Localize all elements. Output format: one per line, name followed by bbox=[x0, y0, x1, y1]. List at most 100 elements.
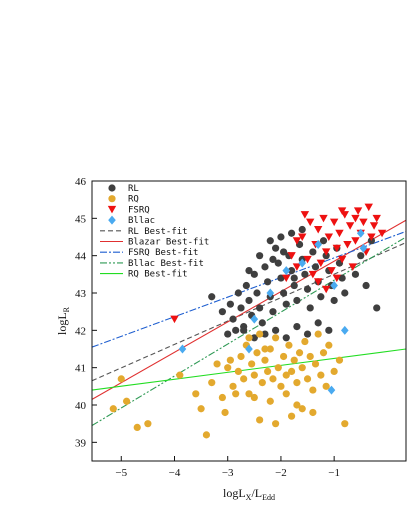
bllac-point bbox=[327, 385, 336, 395]
rq-point bbox=[266, 397, 274, 405]
y-tick-label: 39 bbox=[75, 437, 87, 449]
rl-point bbox=[250, 334, 258, 342]
rq-point bbox=[245, 334, 253, 342]
rq-point bbox=[311, 360, 320, 368]
rl-point bbox=[269, 308, 277, 316]
bllac-point bbox=[282, 266, 291, 276]
rl-point bbox=[237, 304, 245, 312]
fsrq-point bbox=[364, 203, 373, 212]
rl-point bbox=[293, 323, 301, 331]
fsrq-point bbox=[321, 248, 331, 256]
rq-point bbox=[330, 367, 338, 375]
x-tick-label: −2 bbox=[275, 467, 287, 479]
rq-point bbox=[309, 408, 317, 417]
fsrq-point bbox=[319, 214, 328, 223]
rq-point bbox=[285, 341, 293, 349]
rl-point bbox=[282, 334, 290, 342]
y-tick-label: 46 bbox=[75, 176, 87, 188]
fsrq-point bbox=[316, 259, 326, 268]
y-axis-label-sub: R bbox=[62, 306, 71, 312]
rq-point bbox=[256, 330, 264, 338]
x-axis-label-main: logL bbox=[223, 486, 246, 500]
fsrq-point bbox=[306, 218, 315, 227]
rl-point bbox=[325, 326, 333, 334]
rq-point bbox=[176, 371, 184, 379]
rq-point bbox=[192, 390, 200, 398]
y-tick-label: 42 bbox=[75, 325, 86, 337]
fsrq-point bbox=[332, 274, 342, 283]
fsrq-point bbox=[345, 222, 355, 230]
y-tick-label: 45 bbox=[75, 213, 87, 225]
bllac-point bbox=[330, 281, 338, 291]
fsrq-point bbox=[372, 214, 381, 223]
rl-point bbox=[290, 274, 298, 282]
rq-point bbox=[208, 379, 216, 387]
fsrq-point bbox=[287, 252, 296, 260]
rq-point bbox=[290, 356, 298, 364]
rq-point bbox=[250, 371, 258, 379]
fsrq-point bbox=[351, 214, 360, 223]
rq-point bbox=[133, 423, 141, 431]
rq-point bbox=[293, 379, 301, 387]
rl-point bbox=[224, 330, 232, 338]
rl-point bbox=[274, 259, 282, 267]
fsrq-point bbox=[332, 244, 342, 253]
rl-point bbox=[256, 304, 264, 312]
fsrq-point bbox=[377, 229, 387, 238]
rq-point bbox=[248, 360, 256, 368]
rq-point bbox=[226, 356, 234, 364]
y-tick-label: 43 bbox=[75, 288, 87, 300]
rq-point bbox=[282, 371, 290, 379]
rl-point bbox=[282, 300, 290, 308]
fsrq-point bbox=[324, 233, 334, 241]
rl-point bbox=[303, 285, 312, 293]
rq-point bbox=[314, 330, 322, 338]
rl-point bbox=[341, 289, 349, 297]
rq-point bbox=[245, 390, 253, 398]
fsrq-point bbox=[303, 255, 312, 264]
rq-point bbox=[272, 420, 280, 428]
rq-point bbox=[264, 367, 272, 375]
rq-point bbox=[117, 375, 125, 383]
rq-point bbox=[325, 341, 333, 349]
plot-frame bbox=[91, 180, 407, 462]
rq-point bbox=[301, 337, 309, 346]
x-axis-label-sub: X bbox=[246, 493, 252, 502]
legend-label: FSRQ bbox=[128, 205, 150, 215]
legend-label: RL bbox=[128, 184, 139, 194]
fsrq-point bbox=[329, 218, 339, 227]
x-tick-label: −3 bbox=[222, 467, 234, 479]
legend-marker-rl bbox=[108, 184, 116, 192]
x-tick-label: −1 bbox=[328, 467, 340, 479]
rl-point bbox=[314, 319, 322, 327]
rl-point bbox=[319, 237, 328, 245]
fit-line bbox=[92, 348, 406, 391]
rq-point bbox=[341, 420, 349, 428]
fsrq-point bbox=[367, 233, 376, 241]
y-tick-label: 41 bbox=[75, 363, 86, 375]
fsrq-point bbox=[337, 255, 347, 264]
fsrq-point bbox=[292, 237, 302, 245]
legend-label: Blazar Best-fit bbox=[128, 238, 209, 248]
y-axis-label: logLR bbox=[55, 306, 71, 335]
fsrq-point bbox=[369, 222, 379, 230]
rq-point bbox=[221, 408, 229, 417]
x-tick-label: −4 bbox=[169, 467, 181, 479]
rq-point bbox=[277, 382, 285, 390]
data-points bbox=[109, 203, 387, 439]
rl-point bbox=[330, 296, 338, 305]
fsrq-point bbox=[335, 229, 344, 238]
bllac-point bbox=[356, 228, 365, 238]
fsrq-point bbox=[337, 207, 347, 215]
legend-marker-rq bbox=[108, 195, 116, 203]
x-axis-label: logLX/LEdd bbox=[223, 486, 275, 502]
fsrq-point bbox=[348, 263, 357, 271]
x-axis-label-tail: /L bbox=[251, 486, 262, 500]
bllac-point bbox=[178, 344, 187, 354]
rq-point bbox=[287, 412, 296, 420]
bllac-point bbox=[314, 239, 322, 249]
rq-point bbox=[261, 345, 269, 353]
rl-point bbox=[272, 244, 280, 252]
rl-point bbox=[245, 267, 253, 275]
rl-point bbox=[277, 274, 285, 282]
